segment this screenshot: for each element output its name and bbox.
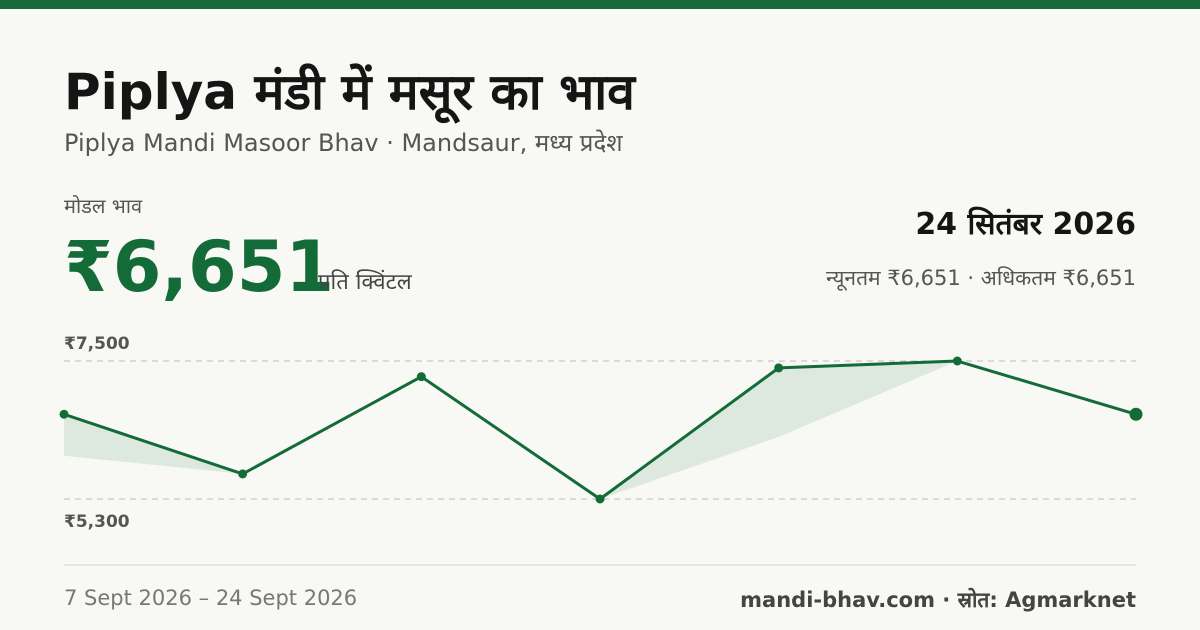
price-range: न्यूनतम ₹6,651 · अधिकतम ₹6,651 [826,266,1136,290]
point [774,363,784,373]
price-date: 24 सितंबर 2026 [915,207,1136,242]
top-bar [0,0,1200,9]
footer-period: 7 Sept 2026 – 24 Sept 2026 [64,586,358,610]
footer-source: mandi-bhav.com · स्रोत: Agmarknet [740,588,1136,612]
band-area [64,361,1136,499]
title: Piplya मंडी में मसूर का भाव [64,63,635,121]
point [59,409,69,419]
y-tick-label: ₹7,500 [64,334,130,354]
price-value: ₹6,651 [64,226,335,308]
point [952,356,962,366]
price-unit: प्रति क्विंटल [318,270,412,295]
point [1129,407,1143,421]
price-line [63,359,1137,501]
subtitle: Piplya Mandi Masoor Bhav · Mandsaur, मध्… [64,129,623,157]
point [238,469,248,479]
price-label: मोडल भाव [64,194,143,218]
point [595,494,605,504]
point [416,372,426,382]
y-tick-label: ₹5,300 [64,512,130,532]
